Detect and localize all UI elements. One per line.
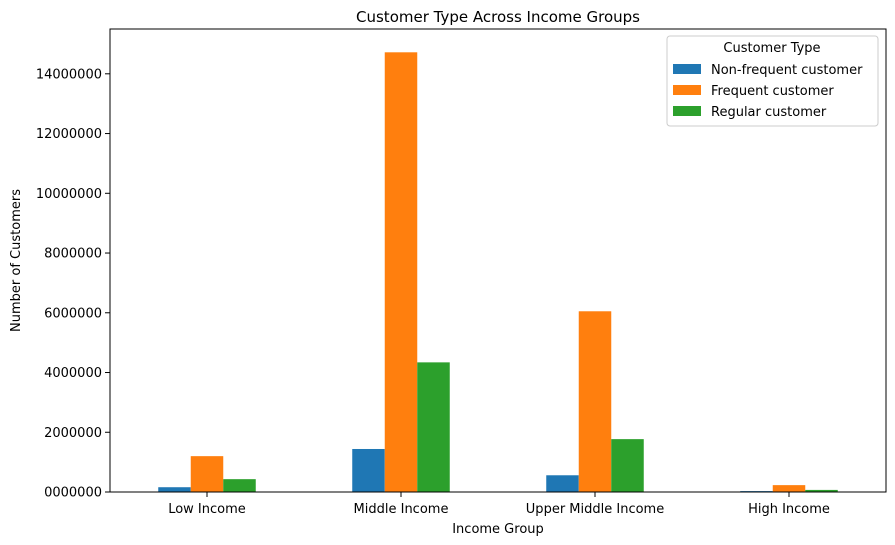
bar-2-0 — [223, 479, 256, 492]
y-axis: 0000000 2000000 4000000 6000000 8000000 10000… — [36, 67, 110, 501]
x-tick-label: Low Income — [168, 502, 246, 517]
bar-2-3 — [805, 489, 838, 492]
y-tick-label: 4000000 — [44, 366, 102, 381]
legend-swatch — [673, 64, 701, 74]
legend-entry: Non-frequent customer — [711, 63, 863, 78]
y-tick-label: 12000000 — [36, 127, 102, 142]
legend: Customer Type Non-frequent customer Frequ… — [666, 35, 879, 127]
bar-0-1 — [352, 448, 385, 492]
x-tick-label: Middle Income — [354, 502, 449, 517]
x-tick-label: High Income — [748, 502, 830, 517]
legend-box — [666, 35, 879, 127]
legend-title: Customer Type — [723, 41, 820, 56]
bar-2-2 — [611, 439, 644, 492]
legend-entry: Frequent customer — [711, 84, 834, 99]
bar-0-2 — [546, 475, 579, 492]
x-tick-label: Upper Middle Income — [526, 502, 664, 517]
legend-items: Non-frequent customer Frequent customer Re… — [673, 63, 863, 120]
bar-1-1 — [384, 52, 418, 493]
y-tick-label: 0000000 — [44, 486, 102, 501]
y-tick-label: 10000000 — [36, 187, 102, 202]
x-axis-label: Income Group — [452, 522, 544, 537]
bar-0-0 — [158, 487, 191, 492]
bar-2-1 — [417, 362, 450, 492]
legend-swatch — [673, 106, 701, 116]
legend-swatch — [673, 85, 701, 95]
x-axis: Low Income Middle Income Upper Middle Inco… — [168, 492, 830, 517]
bars-group — [158, 52, 838, 493]
bar-1-0 — [190, 456, 224, 492]
y-tick-label: 2000000 — [44, 426, 102, 441]
legend-entry: Regular customer — [711, 105, 827, 120]
y-tick-label: 14000000 — [36, 67, 102, 82]
y-tick-label: 8000000 — [44, 247, 102, 262]
y-axis-label: Number of Customers — [9, 189, 24, 332]
chart-title: Customer Type Across Income Groups — [356, 8, 640, 26]
bar-1-3 — [772, 485, 806, 492]
plot-frame — [109, 28, 887, 493]
y-tick-label: 6000000 — [44, 306, 102, 321]
bar-1-2 — [578, 311, 612, 492]
